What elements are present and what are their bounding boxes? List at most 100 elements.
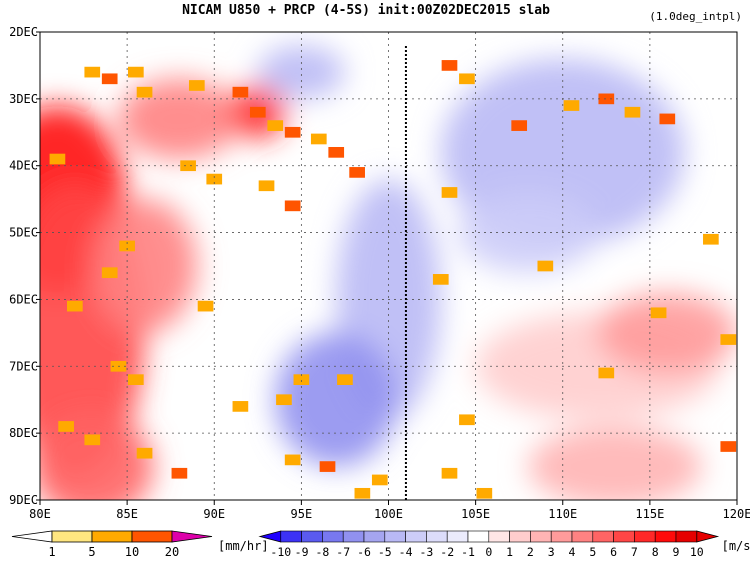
- wind-colorbar-segment: [654, 530, 677, 543]
- precip-cell-5: [232, 86, 249, 98]
- wind-region-8: [275, 332, 398, 467]
- precip-cell-11: [349, 167, 365, 178]
- precip-cell-3: [136, 86, 153, 98]
- precip-cell-26: [171, 467, 188, 479]
- precip-cell-24: [84, 434, 101, 446]
- precip-cell-18: [101, 267, 118, 279]
- precip-cell-29: [293, 374, 310, 386]
- wind-colorbar-segment: [592, 530, 614, 543]
- wind-colorbar-label: -8: [315, 545, 329, 559]
- precip-colorbar-label: 5: [88, 545, 95, 559]
- wind-colorbar-segment: [363, 530, 386, 543]
- x-tick-label: 85E: [116, 507, 138, 521]
- wind-colorbar-label: -2: [440, 545, 454, 559]
- precip-colorbar-arrow-low: [11, 530, 53, 543]
- precip-cell-10: [328, 146, 345, 158]
- precip-colorbar-unit: [mm/hr]: [218, 539, 269, 553]
- precip-cell-23: [58, 421, 74, 432]
- y-tick-label: 9DEC: [9, 493, 38, 507]
- wind-colorbar-label: 7: [631, 545, 638, 559]
- wind-colorbar-segment: [530, 530, 552, 543]
- precip-cell-17: [119, 240, 135, 252]
- precip-cell-19: [67, 300, 83, 312]
- plot-area: [40, 32, 737, 500]
- precip-cell-31: [284, 454, 301, 466]
- precip-cell-43: [432, 274, 449, 285]
- precip-colorbar-label: 20: [165, 545, 179, 559]
- precip-cell-15: [258, 180, 275, 192]
- wind-colorbar-label: 8: [652, 545, 659, 559]
- y-tick-label: 8DEC: [9, 426, 38, 440]
- wind-colorbar-label: 2: [527, 545, 534, 559]
- chart-note: (1.0deg_intpl): [649, 10, 742, 23]
- wind-colorbar-arrow-high: [696, 530, 720, 543]
- precip-cell-30: [337, 374, 353, 386]
- wind-colorbar-segment: [509, 530, 531, 543]
- precip-cell-50: [720, 441, 737, 452]
- precip-cell-46: [476, 487, 493, 499]
- precip-cell-12: [49, 153, 66, 165]
- x-tick-label: 90E: [203, 507, 225, 521]
- wind-colorbar-segment: [322, 530, 344, 543]
- precip-cell-25: [136, 447, 153, 459]
- wind-colorbar-label: -3: [419, 545, 433, 559]
- precip-cell-38: [563, 100, 580, 111]
- precip-cell-2: [127, 66, 144, 78]
- wind-colorbar-segment: [342, 530, 365, 543]
- precip-cell-34: [371, 474, 388, 486]
- y-tick-label: 6DEC: [9, 292, 38, 306]
- precip-cell-37: [511, 120, 528, 131]
- wind-colorbar-segment: [613, 530, 635, 543]
- wind-colorbar-label: 3: [548, 545, 555, 559]
- precip-colorbar-segment: [51, 530, 93, 543]
- wind-colorbar-label: -6: [357, 545, 371, 559]
- precip-cell-7: [267, 120, 284, 131]
- precip-colorbar-arrow-high: [171, 530, 213, 543]
- wind-colorbar-segment: [426, 530, 448, 543]
- x-tick-label: 105E: [461, 507, 490, 521]
- wind-region-5: [92, 199, 197, 333]
- precip-cell-16: [284, 200, 301, 212]
- precip-cell-36: [459, 73, 475, 85]
- precip-colorbar-segment: [91, 530, 133, 543]
- wind-colorbar-label: -10: [270, 545, 291, 559]
- wind-colorbar-unit: [m/s]: [722, 539, 750, 553]
- wind-colorbar-segment: [467, 530, 490, 543]
- precip-cell-39: [598, 93, 615, 105]
- precip-cell-27: [232, 401, 249, 412]
- precip-cell-51: [598, 367, 615, 379]
- precip-cell-41: [659, 113, 676, 125]
- precip-cell-52: [720, 334, 737, 345]
- wind-colorbar-segment: [446, 530, 469, 543]
- x-tick-label: 110E: [548, 507, 577, 521]
- wind-colorbar-label: -1: [461, 545, 475, 559]
- wind-colorbar-label: -9: [295, 545, 309, 559]
- y-tick-label: 7DEC: [9, 359, 38, 373]
- precip-colorbar-label: 1: [48, 545, 55, 559]
- wind-colorbar-label: -5: [378, 545, 392, 559]
- precip-cell-6: [249, 106, 266, 118]
- precip-cell-47: [537, 260, 554, 272]
- precip-cell-33: [354, 487, 371, 499]
- precip-cell-14: [206, 173, 223, 185]
- precip-cell-22: [127, 374, 144, 386]
- precip-colorbar-label: 10: [125, 545, 139, 559]
- precip-cell-9: [310, 133, 327, 145]
- wind-colorbar-segment: [550, 530, 573, 543]
- precip-cell-40: [624, 106, 641, 118]
- precip-cell-48: [650, 307, 667, 319]
- precip-colorbar: 1 5 10 20 [mm/hr]: [11, 530, 269, 559]
- wind-region-12: [597, 292, 737, 373]
- precip-cell-44: [459, 414, 475, 426]
- precip-cell-13: [180, 160, 196, 172]
- wind-colorbar-segment: [384, 530, 406, 543]
- wind-colorbar-label: 10: [690, 545, 704, 559]
- precip-cell-35: [441, 60, 458, 71]
- x-tick-label: 120E: [723, 507, 750, 521]
- x-tick-label: 100E: [374, 507, 403, 521]
- y-tick-label: 5DEC: [9, 226, 38, 240]
- wind-colorbar-segment: [301, 530, 323, 543]
- precip-colorbar-segment: [131, 530, 173, 543]
